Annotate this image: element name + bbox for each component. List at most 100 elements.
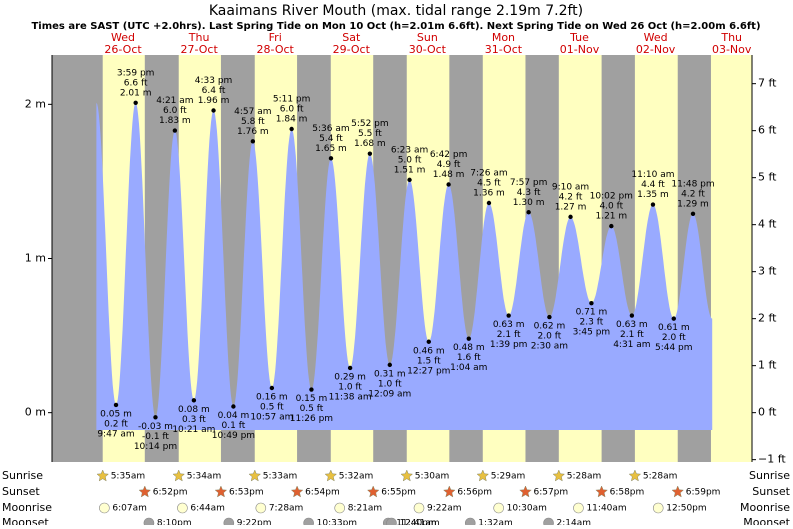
tide-label: 6.0 ft — [163, 106, 187, 116]
sun-icon — [366, 485, 380, 498]
moonrise-time: 8:21am — [348, 504, 383, 514]
y2-tick-label: −1 ft — [758, 453, 786, 466]
y2-tick-label: 7 ft — [758, 77, 777, 90]
tide-label: 1.27 m — [555, 202, 587, 212]
y-tick-label: 0 m — [25, 406, 46, 419]
tide-label: 6.4 ft — [202, 86, 226, 96]
tide-label: 0.05 m — [100, 409, 132, 419]
sun-icon — [400, 469, 414, 482]
tide-label: 0.04 m — [218, 411, 250, 421]
tide-label: 1.5 ft — [417, 356, 441, 366]
moonrise-icon — [255, 502, 267, 514]
tide-label: -0.1 ft — [142, 432, 169, 442]
tide-label: 0.63 m — [616, 320, 648, 330]
tide-label: 7:26 am — [470, 169, 507, 179]
tide-point — [328, 156, 334, 161]
sun-icon — [96, 469, 110, 482]
tide-label: 5.0 ft — [398, 155, 422, 165]
sunrise-time: 5:35am — [111, 472, 145, 482]
tide-label: 11:48 pm — [671, 179, 714, 189]
tide-label: 0.46 m — [413, 346, 445, 356]
tide-label: 1.96 m — [198, 96, 230, 106]
tide-label: 1.6 ft — [457, 353, 481, 363]
sun-icon — [628, 469, 642, 482]
tide-label: 4:57 am — [234, 107, 271, 117]
tide-label: 4.5 ft — [477, 179, 501, 189]
tide-point — [466, 336, 471, 341]
moonrise-time: 11:40am — [586, 504, 626, 514]
day-date: 31-Oct — [485, 43, 523, 56]
tide-label: 6:42 pm — [430, 150, 468, 160]
row-label: Moonrise — [740, 501, 790, 514]
moonset-time: 8:10pm — [157, 519, 192, 526]
moonset-time: 10:33pm — [317, 519, 357, 526]
sunrise-time: 5:33am — [263, 472, 298, 482]
moonrise-time: 10:30am — [507, 504, 547, 514]
plot: 0.05 m0.2 ft9:47 am 3:59 pm6.6 ft2.01 m -0… — [2, 31, 791, 529]
tide-label: 6.6 ft — [124, 78, 148, 88]
tide-point — [309, 387, 314, 392]
y2-tick-label: 1 ft — [758, 359, 777, 372]
tide-label: 4.0 ft — [599, 202, 623, 212]
tide-point — [407, 177, 412, 183]
y2-tick-label: 4 ft — [758, 218, 777, 231]
tide-label: 0.3 ft — [182, 415, 206, 425]
tide-label: 11:26 pm — [290, 414, 333, 424]
moonrise-icon — [573, 502, 584, 514]
tide-label: 0.62 m — [534, 322, 566, 332]
tide-label: 1.68 m — [354, 139, 386, 149]
tide-label: 1.84 m — [276, 115, 308, 125]
moonrise-time: 6:44am — [190, 504, 225, 514]
day-date: 27-Oct — [180, 43, 218, 56]
tide-label: 1.51 m — [394, 165, 426, 175]
sun-icon — [214, 485, 228, 498]
tide-point — [650, 202, 656, 207]
sunrise-time: 5:29am — [491, 472, 526, 482]
sun-icon — [476, 469, 490, 482]
tide-label: 2:30 am — [531, 342, 568, 352]
day-weekday: Mon — [492, 31, 515, 44]
sun-icon — [138, 485, 152, 498]
tide-label: 10:21 am — [172, 425, 215, 435]
tide-label: 0.5 ft — [260, 403, 284, 413]
sunset-time: 6:54pm — [305, 488, 340, 498]
tide-label: 1.29 m — [677, 199, 709, 209]
moonset-icon — [143, 517, 155, 529]
tide-label: 4:33 pm — [195, 76, 233, 86]
tide-label: 0.61 m — [658, 323, 690, 333]
tide-point — [153, 415, 158, 420]
tide-label: 1.65 m — [315, 144, 347, 154]
sunrise-time: 5:28am — [567, 472, 602, 482]
tide-label: 4:21 am — [156, 96, 193, 106]
row-label: Sunrise — [2, 469, 43, 482]
tide-point — [609, 223, 614, 229]
tide-label: 2.1 ft — [497, 330, 521, 340]
sun-icon — [519, 485, 532, 498]
day-weekday: Wed — [111, 31, 135, 44]
tide-label: 6.0 ft — [280, 105, 304, 115]
moonrise-time: 7:28am — [269, 504, 304, 514]
tide-label: 2.0 ft — [662, 333, 686, 343]
moonset-icon — [543, 517, 554, 529]
moonset-time: 12:41am — [399, 519, 439, 526]
tide-label: 4.3 ft — [517, 188, 541, 198]
sun-icon — [172, 469, 186, 482]
tide-label: 5:52 pm — [351, 119, 389, 129]
sun-icon — [671, 485, 685, 498]
tide-point — [486, 200, 492, 206]
moonrise-icon — [334, 502, 346, 514]
tide-label: 0.08 m — [178, 405, 210, 415]
sunset-time: 6:56pm — [457, 488, 492, 498]
tide-point — [113, 402, 119, 408]
tide-point — [289, 126, 294, 132]
tide-label: 11:10 am — [631, 170, 674, 180]
moonrise-icon — [99, 502, 110, 514]
y2-tick-label: 3 ft — [758, 265, 777, 278]
tide-label: 4:31 am — [613, 340, 650, 350]
tide-label: 0.15 m — [296, 394, 328, 404]
tide-label: 2.01 m — [120, 88, 152, 98]
tide-label: 0.31 m — [374, 369, 406, 379]
tide-point — [547, 314, 552, 320]
tide-label: 3:45 pm — [573, 328, 611, 338]
tide-label: 1.35 m — [637, 190, 669, 200]
